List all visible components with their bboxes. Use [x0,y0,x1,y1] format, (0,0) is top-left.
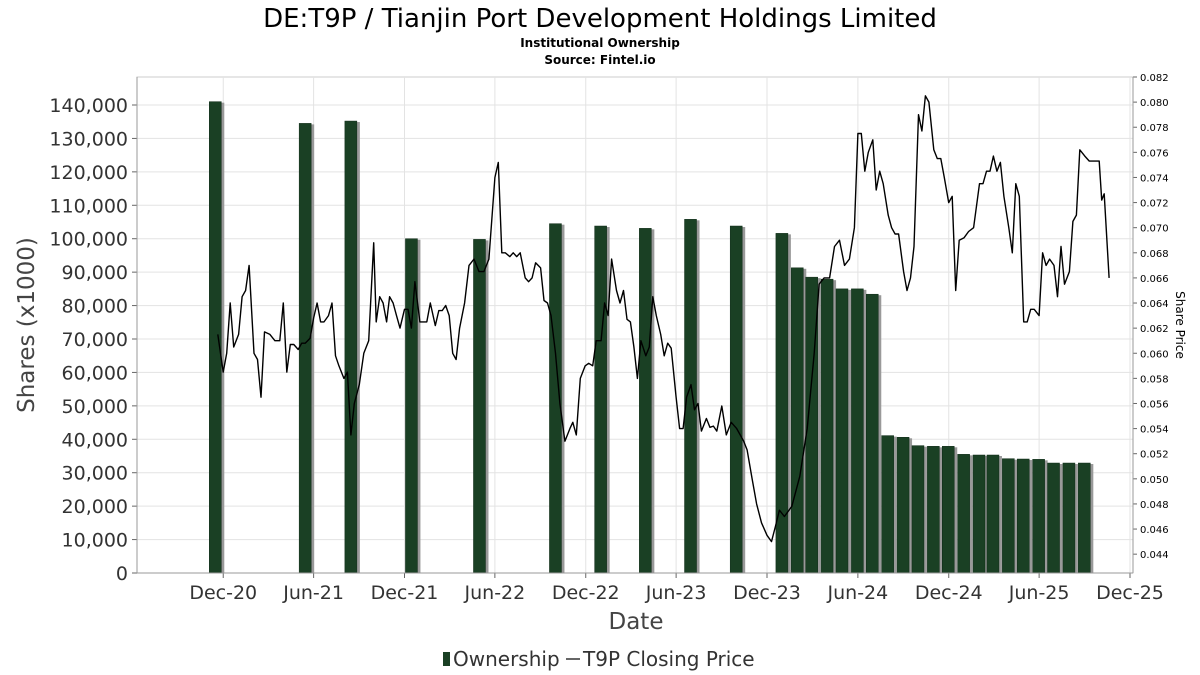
ownership-bar [851,288,864,574]
x-tick-label: Dec-21 [371,582,439,604]
ownership-bar [1078,462,1091,574]
y2-axis-label: Share Price [1173,291,1187,359]
y-tick-label: 100,000 [49,229,128,251]
y-tick-label: 130,000 [49,128,128,150]
x-tick-label: Dec-22 [552,582,620,604]
y2-tick-label: 0.076 [1140,148,1169,159]
y2-tick-label: 0.078 [1140,123,1169,134]
y-tick-label: 30,000 [62,463,128,485]
ownership-bar [927,446,940,574]
y-tick-label: 20,000 [62,496,128,518]
ownership-bar [1016,458,1030,574]
y2-tick-label: 0.050 [1140,475,1169,486]
y-tick-label: 140,000 [49,95,128,117]
x-axis-label: Date [609,609,664,635]
ownership-bar [209,101,222,574]
x-tick-label: Dec-23 [733,582,801,604]
ownership-bar [344,120,358,574]
legend-label-ownership: Ownership [453,647,560,671]
legend-swatch-ownership [443,652,450,666]
y2-tick-label: 0.064 [1140,299,1169,310]
chart-title: DE:T9P / Tianjin Port Development Holdin… [263,4,937,34]
y-tick-label: 90,000 [62,262,128,284]
y-tick-label: 80,000 [62,296,128,318]
y2-tick-label: 0.052 [1140,450,1169,461]
ownership-bar [942,446,955,574]
x-tick-label: Jun-21 [282,582,344,604]
chart-source: Source: Fintel.io [544,53,655,67]
y2-tick-label: 0.072 [1140,199,1169,210]
y2-tick-label: 0.048 [1140,500,1169,511]
y-tick-label: 40,000 [62,429,128,451]
ownership-bar [639,228,652,574]
ownership-bar [791,267,804,574]
ownership-bar [896,437,910,574]
x-tick-label: Dec-24 [915,582,983,604]
ownership-bar [594,225,607,574]
legend-label-price: T9P Closing Price [582,647,755,671]
ownership-bar [820,278,834,574]
x-tick-label: Jun-24 [827,582,889,604]
y2-tick-label: 0.046 [1140,525,1169,536]
y2-tick-label: 0.070 [1140,224,1169,235]
ownership-bar [972,454,986,574]
ownership-bar [986,454,1000,574]
ownership-bar [835,288,849,574]
y-tick-label: 60,000 [62,362,128,384]
ownership-bar [1002,458,1015,574]
price-line [217,95,1110,543]
price-line-layer [217,95,1110,543]
y-tick-label: 120,000 [49,162,128,184]
x-tick-label: Dec-25 [1096,582,1164,604]
y2-tick-label: 0.044 [1140,550,1169,561]
ownership-bar [729,225,743,574]
axes: 0 10,000 20,000 30,000 40,000 50,000 60,000 70,… [49,73,1168,604]
y-tick-label: 50,000 [62,396,128,418]
y2-tick-label: 0.054 [1140,425,1169,436]
ownership-bar [775,233,789,574]
ownership-bar [1032,459,1045,574]
legend: Ownership T9P Closing Price [443,647,755,671]
y2-tick-label: 0.068 [1140,249,1169,260]
x-tick-label: Jun-23 [645,582,707,604]
x-tick-label: Jun-25 [1008,582,1070,604]
x-tick-label: Jun-22 [464,582,526,604]
y2-tick-label: 0.058 [1140,374,1169,385]
ownership-bar [911,445,925,574]
ownership-bar [1047,462,1060,574]
y-tick-label: 0 [116,563,128,585]
y2-tick-label: 0.082 [1140,73,1169,84]
chart-subtitle: Institutional Ownership [520,36,680,50]
ownership-bar [866,293,879,574]
ownership-bar [298,123,312,574]
ownership-bars [209,101,1094,574]
y-tick-label: 70,000 [62,329,128,351]
y2-tick-label: 0.062 [1140,324,1169,335]
ownership-bar [957,454,970,574]
ownership-bar [473,239,486,574]
x-tick-label: Dec-20 [189,582,257,604]
y-tick-label: 110,000 [49,195,128,217]
ownership-bar [881,435,894,574]
y2-tick-label: 0.074 [1140,173,1169,184]
ownership-bar [1062,462,1076,574]
y2-tick-label: 0.080 [1140,98,1169,109]
y2-tick-label: 0.056 [1140,399,1169,410]
y2-tick-label: 0.066 [1140,274,1169,285]
y-axis-label: Shares (x1000) [14,237,40,413]
y2-tick-label: 0.060 [1140,349,1169,360]
y-tick-label: 10,000 [62,530,128,552]
